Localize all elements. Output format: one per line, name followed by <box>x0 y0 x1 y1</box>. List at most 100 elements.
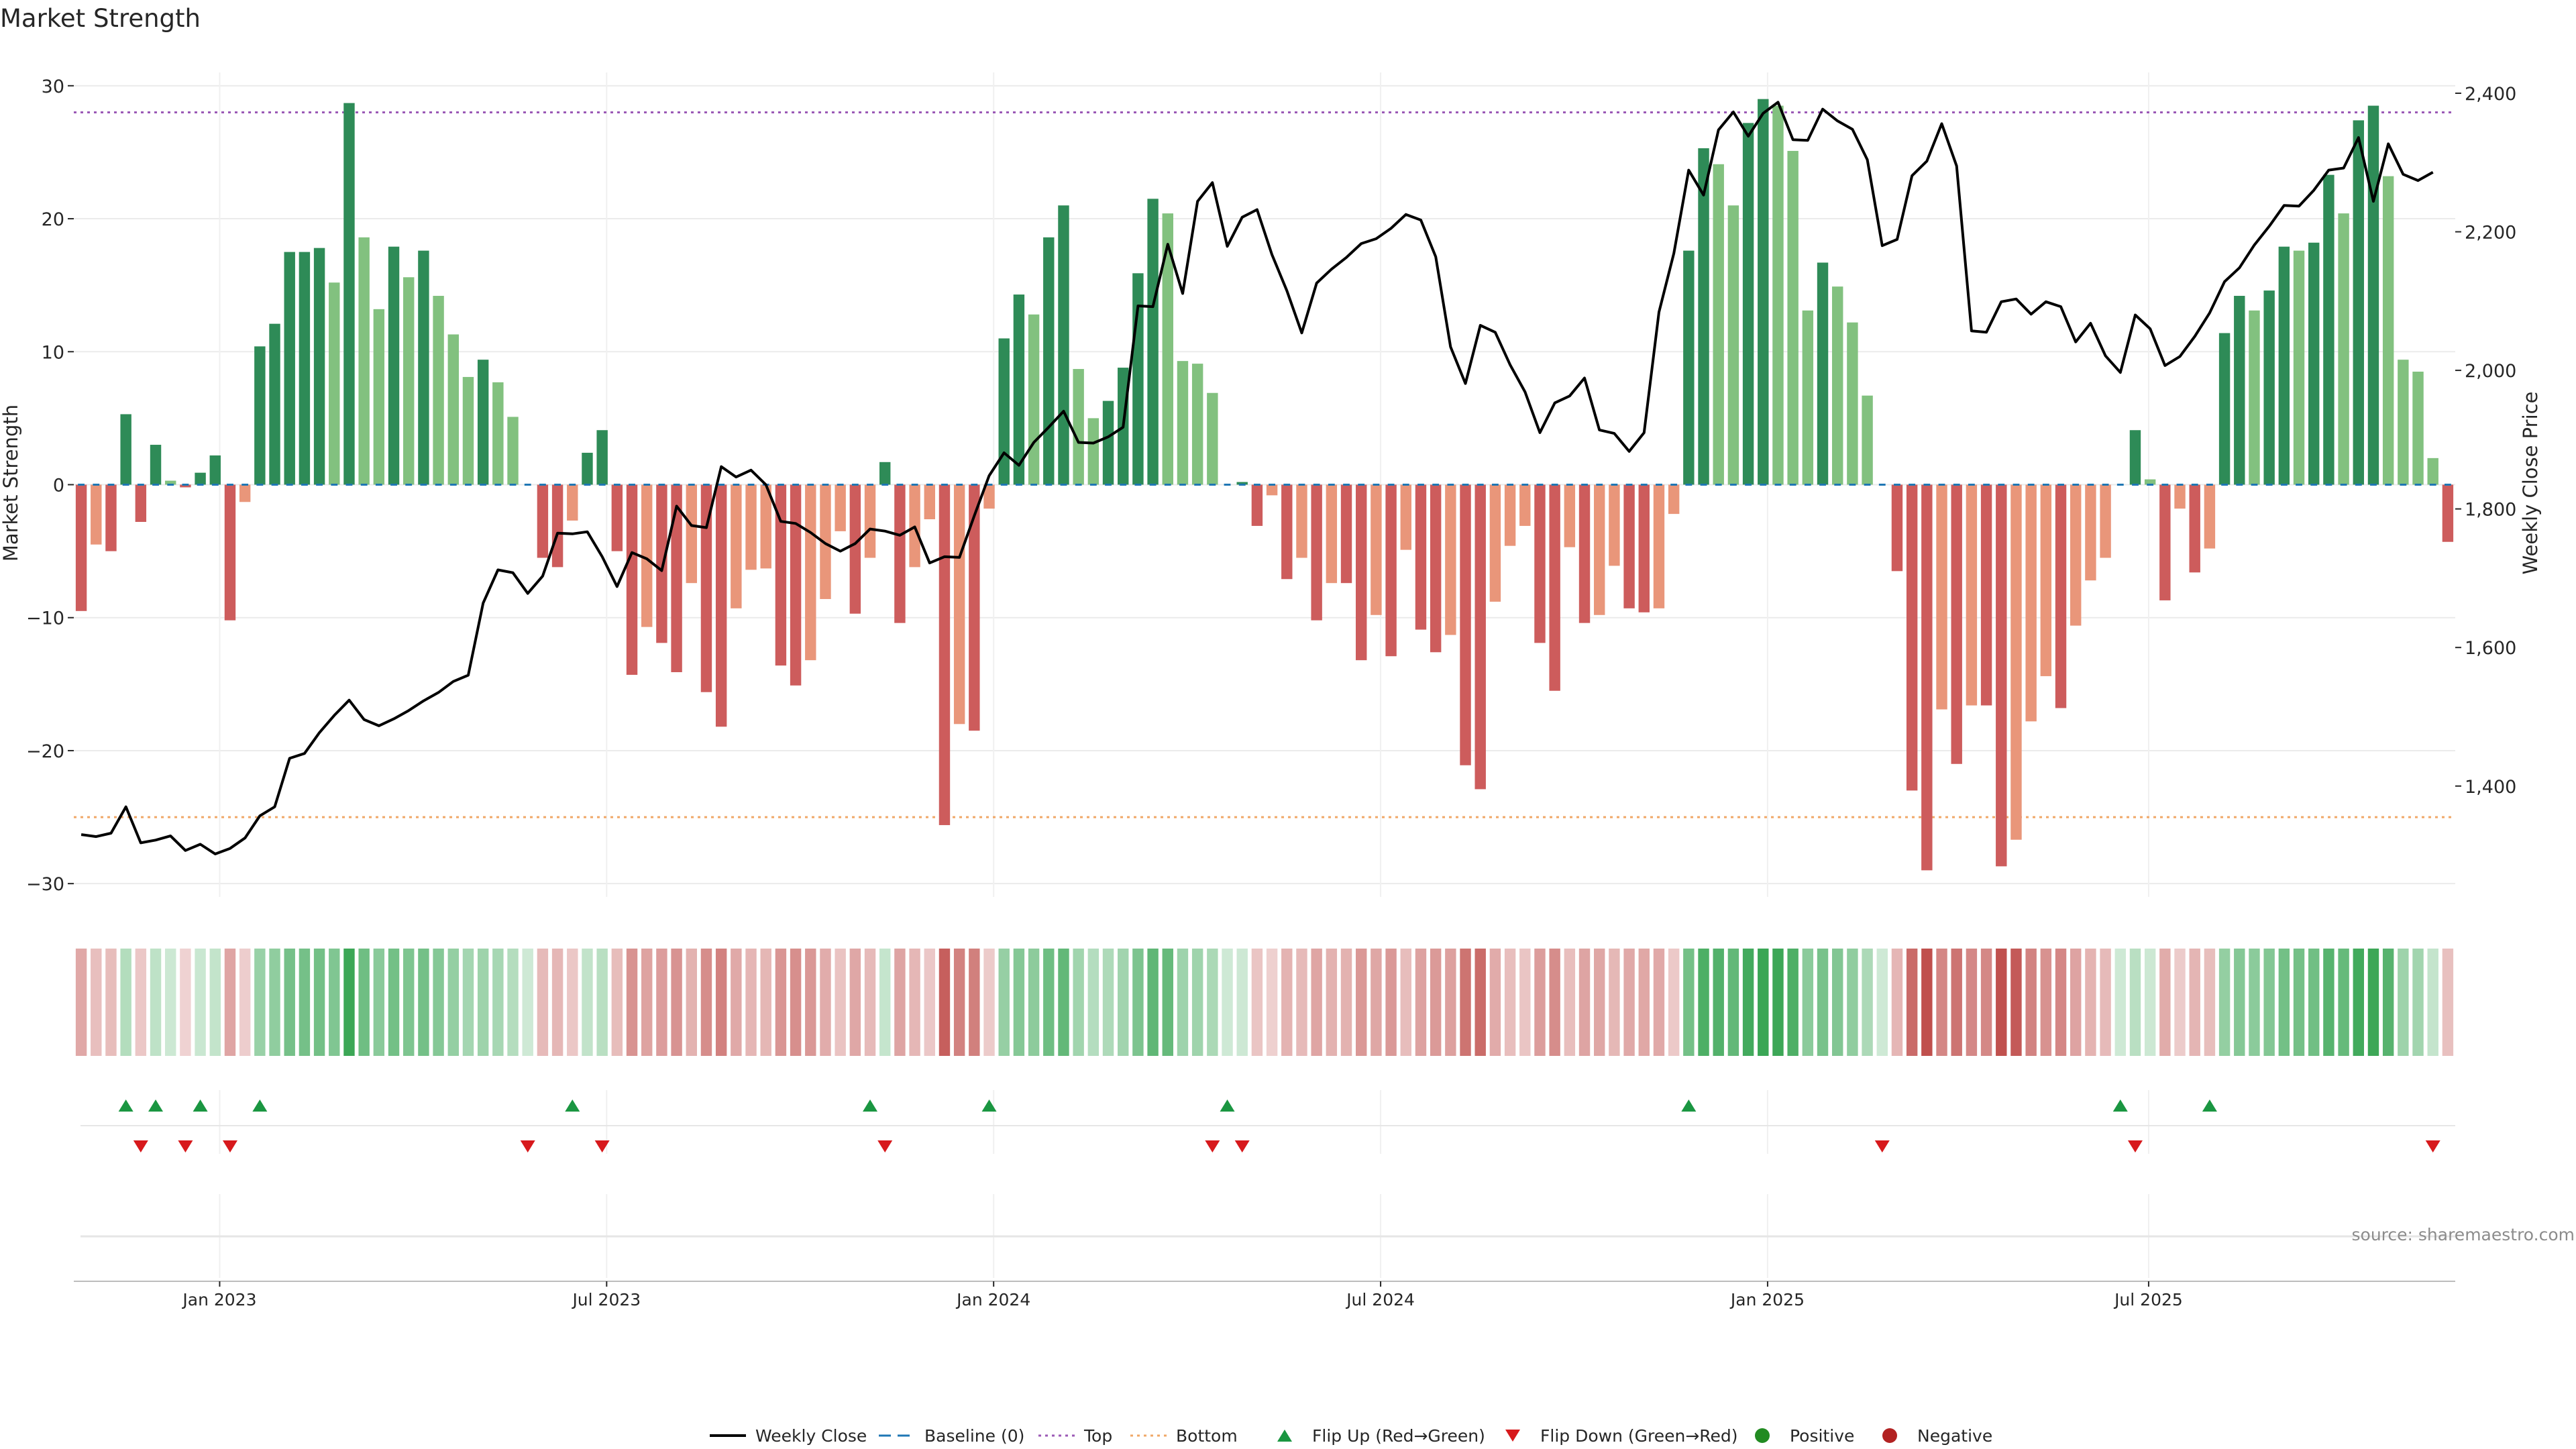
heat-cell <box>1013 949 1025 1056</box>
heat-cell <box>507 949 519 1056</box>
x-tick-label: Jan 2024 <box>955 1290 1030 1309</box>
strength-bar <box>969 484 980 731</box>
heat-cell <box>1102 949 1114 1056</box>
heat-cell <box>2085 949 2096 1056</box>
legend-flip-down-swatch <box>1505 1430 1520 1442</box>
heat-cell <box>1430 949 1442 1056</box>
heat-cell <box>1534 949 1546 1056</box>
strength-bar <box>537 484 549 558</box>
heat-cell <box>2189 949 2200 1056</box>
strength-bar <box>1162 213 1173 485</box>
heat-cell <box>1207 949 1218 1056</box>
strength-bar <box>254 346 266 485</box>
heat-cell <box>2055 949 2067 1056</box>
strength-bar <box>105 484 117 551</box>
heat-cell <box>611 949 623 1056</box>
heat-cell <box>1891 949 1903 1056</box>
heat-cell <box>1236 949 1248 1056</box>
heat-cell <box>1698 949 1709 1056</box>
strength-bar <box>313 248 325 485</box>
heat-cell <box>2234 949 2245 1056</box>
heat-cell <box>894 949 906 1056</box>
strength-bar <box>299 252 311 485</box>
strength-bar <box>2129 430 2141 485</box>
heat-cell <box>2398 949 2409 1056</box>
flip-down-marker <box>520 1140 535 1152</box>
strength-bar <box>790 484 802 686</box>
y-axis-label: Market Strength <box>0 405 22 561</box>
heat-cell <box>2144 949 2156 1056</box>
strength-bar <box>1013 294 1025 485</box>
heat-cell <box>2070 949 2082 1056</box>
strength-bar <box>1727 205 1739 485</box>
heat-cell <box>2100 949 2111 1056</box>
heat-cell <box>477 949 489 1056</box>
strength-bar <box>1891 484 1903 572</box>
strength-bar <box>1445 484 1456 635</box>
strength-bar <box>1980 484 1992 706</box>
heat-cell <box>1356 949 1367 1056</box>
strength-bar <box>582 452 593 485</box>
strength-bar <box>358 237 370 485</box>
strength-bar <box>2398 360 2409 485</box>
heat-cell <box>820 949 831 1056</box>
strength-bar <box>715 484 727 727</box>
heat-cell <box>760 949 771 1056</box>
heat-cell <box>745 949 757 1056</box>
strength-bar <box>1400 484 1411 550</box>
heat-cell <box>2412 949 2424 1056</box>
heat-cell <box>1847 949 1858 1056</box>
strength-bar <box>2100 484 2111 558</box>
strength-bar <box>983 484 995 509</box>
strength-bar <box>1385 484 1397 657</box>
strength-bar <box>209 455 221 485</box>
heat-cell <box>418 949 429 1056</box>
flip-down-marker <box>178 1140 193 1152</box>
legend-flip-up-swatch <box>1277 1430 1292 1442</box>
heat-cell <box>924 949 935 1056</box>
strength-bar <box>2055 484 2067 708</box>
strength-bar <box>1921 484 1933 871</box>
flip-up-marker <box>193 1099 208 1112</box>
heat-cell <box>1653 949 1665 1056</box>
flip-up-marker <box>565 1099 580 1112</box>
strength-bar <box>462 376 474 485</box>
heat-cell <box>343 949 355 1056</box>
heat-cell <box>2263 949 2275 1056</box>
heat-cell <box>1980 949 1992 1056</box>
flip-up-marker <box>2112 1099 2128 1112</box>
heat-cell <box>1296 949 1307 1056</box>
heat-cell <box>2218 949 2231 1056</box>
heat-cell <box>135 949 147 1056</box>
heat-cell <box>1073 949 1084 1056</box>
x-tick-label: Jul 2023 <box>571 1290 641 1309</box>
strength-bar <box>953 484 965 724</box>
y-tick-label: 0 <box>53 476 64 496</box>
heat-cell <box>2174 949 2186 1056</box>
strength-bar <box>1102 400 1114 485</box>
heat-cell <box>1415 949 1427 1056</box>
heat-cell <box>1058 949 1069 1056</box>
strength-bar <box>2278 246 2290 485</box>
strength-bar <box>2412 372 2424 485</box>
heat-cell <box>358 949 370 1056</box>
heat-cell <box>938 949 951 1056</box>
heat-cell <box>879 949 891 1056</box>
heat-cell <box>433 949 444 1056</box>
heat-cell <box>1936 949 1947 1056</box>
strength-bar <box>75 484 87 611</box>
heat-cell <box>209 949 221 1056</box>
heat-cell <box>299 949 311 1056</box>
x-tick-label: Jul 2025 <box>2113 1290 2183 1309</box>
strength-bar <box>1177 361 1189 485</box>
y-tick-label: −10 <box>26 608 64 629</box>
heat-cell <box>1474 949 1486 1056</box>
heat-cell <box>239 949 251 1056</box>
strength-bar <box>1266 484 1278 496</box>
heat-cell <box>969 949 980 1056</box>
heat-cell <box>1266 949 1278 1056</box>
strength-bar <box>1058 205 1069 485</box>
legend-label: Positive <box>1790 1426 1854 1446</box>
strength-bar <box>641 484 653 627</box>
strength-bar <box>2263 290 2275 485</box>
